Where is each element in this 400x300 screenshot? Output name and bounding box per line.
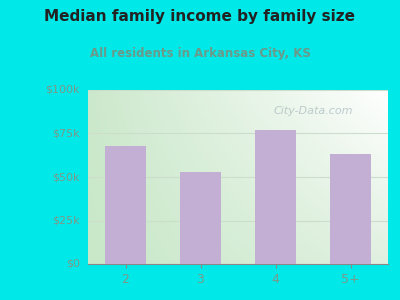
Bar — [330, 154, 371, 264]
Text: $75k: $75k — [52, 128, 80, 139]
Text: City-Data.com: City-Data.com — [274, 106, 354, 116]
Bar — [105, 146, 146, 264]
Text: $100k: $100k — [46, 85, 80, 95]
Text: Median family income by family size: Median family income by family size — [44, 9, 356, 24]
Text: All residents in Arkansas City, KS: All residents in Arkansas City, KS — [90, 46, 310, 59]
Text: $50k: $50k — [52, 172, 80, 182]
Bar — [255, 130, 296, 264]
Text: $25k: $25k — [52, 215, 80, 226]
Text: $0: $0 — [66, 259, 80, 269]
Bar — [180, 172, 221, 264]
